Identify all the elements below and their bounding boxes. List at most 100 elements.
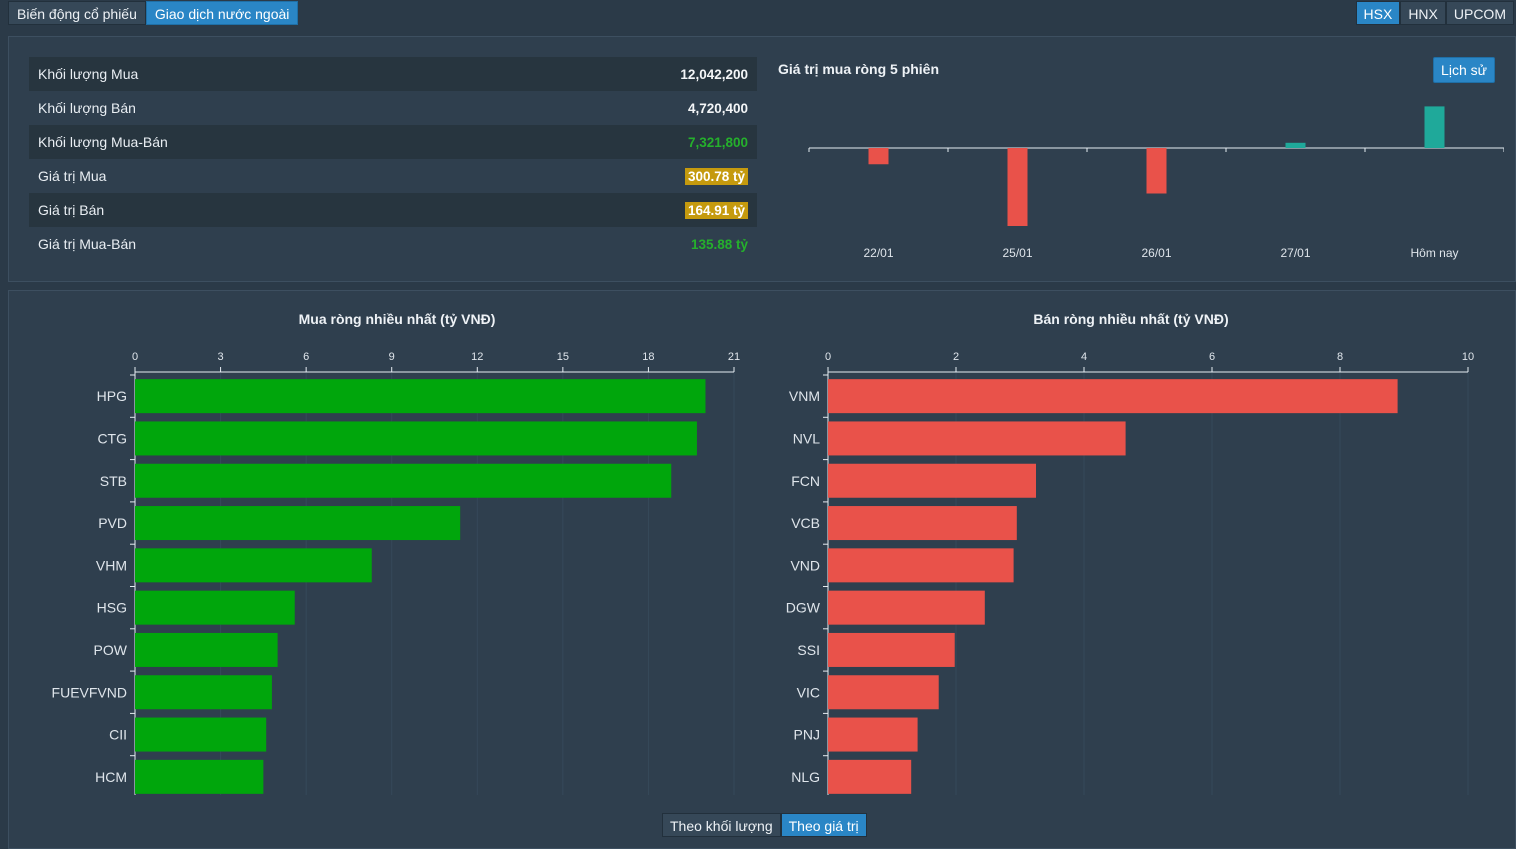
category-label: VND [790,557,820,573]
net-bar [1285,142,1306,148]
stat-row-net-value: Giá trị Mua-Bán 135.88 tỷ [29,227,757,261]
net-bar [1007,148,1028,226]
by-value-button[interactable]: Theo giá trị [780,813,867,837]
stat-label: Khối lượng Bán [38,100,136,116]
top-traders-panel: Mua ròng nhiều nhất (tỷ VNĐ) 0 3 6 9 12 15 18 21… [8,290,1516,849]
tab-foreign-trading[interactable]: Giao dịch nước ngoài [145,1,299,25]
stats-table: Khối lượng Mua 12,042,200 Khối lượng Bán… [29,57,757,261]
bar-stb [135,463,672,498]
stat-row-sell-value: Giá trị Bán 164.91 tỷ [29,193,757,227]
bar-vcb [828,506,1017,541]
session-date-label: 25/01 [1002,246,1032,260]
bar-nvl [828,421,1126,456]
category-label: CTG [97,430,127,446]
tick-label: 6 [303,351,309,363]
summary-panel: Khối lượng Mua 12,042,200 Khối lượng Bán… [8,36,1516,282]
bar-vhm [135,548,372,583]
exchange-upcom-button[interactable]: UPCOM [1445,1,1514,25]
stat-row-net-volume: Khối lượng Mua-Bán 7,321,800 [29,125,757,159]
tab-stock-movement[interactable]: Biến động cổ phiếu [8,1,146,25]
tick-label: 4 [1081,351,1087,363]
tick-label: 15 [557,351,569,363]
category-label: HCM [95,769,127,785]
bar-pvd [135,506,461,541]
tick-label: 0 [825,351,831,363]
category-label: NLG [791,769,820,785]
tick-label: 10 [1462,351,1474,363]
stat-label: Giá trị Bán [38,202,105,218]
stat-value: 4,720,400 [687,100,748,116]
bar-ctg [135,421,697,456]
tick-label: 3 [218,351,224,363]
bar-nlg [828,759,912,794]
stat-row-sell-volume: Khối lượng Bán 4,720,400 [29,91,757,125]
bar-vnd [828,548,1014,583]
category-label: CII [109,727,127,743]
category-label: FUEVFVND [52,684,127,700]
bar-vic [828,675,939,710]
bar-pow [135,632,278,667]
category-label: PNJ [794,727,820,743]
tick-label: 6 [1209,351,1215,363]
category-label: DGW [786,600,821,616]
category-label: POW [94,642,128,658]
bar-hpg [135,379,706,414]
stat-label: Khối lượng Mua-Bán [38,134,168,150]
stat-label: Giá trị Mua [38,168,107,184]
by-volume-button[interactable]: Theo khối lượng [662,813,781,837]
category-label: VIC [797,684,820,700]
main-tabs: Biến động cổ phiếu Giao dịch nước ngoài [8,1,299,25]
bar-hsg [135,590,295,625]
tick-label: 21 [728,351,740,363]
bar-fcn [828,463,1036,498]
bar-ssi [828,632,955,667]
net-bar [1424,106,1445,148]
stat-label: Giá trị Mua-Bán [38,236,137,252]
category-label: VNM [789,388,820,404]
bar-hcm [135,759,264,794]
net-bar [868,148,889,165]
category-label: HSG [97,600,127,616]
category-label: HPG [97,388,127,404]
stat-row-buy-volume: Khối lượng Mua 12,042,200 [29,57,757,91]
bar-dgw [828,590,985,625]
session-date-label: 22/01 [863,246,893,260]
stat-value-badge: 164.91 tỷ [684,201,748,219]
category-label: PVD [98,515,127,531]
category-label: NVL [793,430,820,446]
net-5-sessions-chart: 22/01 25/01 26/01 27/01 Hôm nay [808,106,1504,260]
tick-label: 18 [642,351,654,363]
net-bar [1146,148,1167,194]
exchange-hsx-button[interactable]: HSX [1355,1,1401,25]
session-date-label: Hôm nay [1410,246,1458,260]
history-button[interactable]: Lịch sử [1433,57,1495,83]
stat-label: Khối lượng Mua [38,66,139,82]
net-5-sessions-title: Giá trị mua ròng 5 phiên [778,61,940,77]
top-net-buy-chart: Mua ròng nhiều nhất (tỷ VNĐ) 0 3 6 9 12 15 18 21… [52,311,740,795]
category-label: VHM [96,557,127,573]
stat-value: 7,321,800 [687,134,748,150]
bar-vnm [828,379,1398,414]
category-label: VCB [791,515,820,531]
stat-value: 12,042,200 [680,66,748,82]
chart-title: Mua ròng nhiều nhất (tỷ VNĐ) [299,311,496,327]
top-net-sell-chart: Bán ròng nhiều nhất (tỷ VNĐ) 0 2 4 6 8 10 VNM NV… [786,311,1474,795]
bar-pnj [828,717,918,752]
tick-label: 8 [1337,351,1343,363]
session-date-label: 27/01 [1280,246,1310,260]
bar-cii [135,717,267,752]
exchange-hnx-button[interactable]: HNX [1400,1,1446,25]
category-label: SSI [797,642,820,658]
category-label: FCN [791,473,820,489]
tick-label: 9 [389,351,395,363]
session-date-label: 26/01 [1141,246,1171,260]
tick-label: 12 [471,351,483,363]
stat-row-buy-value: Giá trị Mua 300.78 tỷ [29,159,757,193]
exchange-tabs: HSX HNX UPCOM [1355,1,1514,25]
tick-label: 2 [953,351,959,363]
category-label: STB [100,473,127,489]
bar-fuevfvnd [135,675,272,710]
stat-value-badge: 300.78 tỷ [684,167,748,185]
tick-label: 0 [132,351,138,363]
chart-title: Bán ròng nhiều nhất (tỷ VNĐ) [1033,311,1228,327]
